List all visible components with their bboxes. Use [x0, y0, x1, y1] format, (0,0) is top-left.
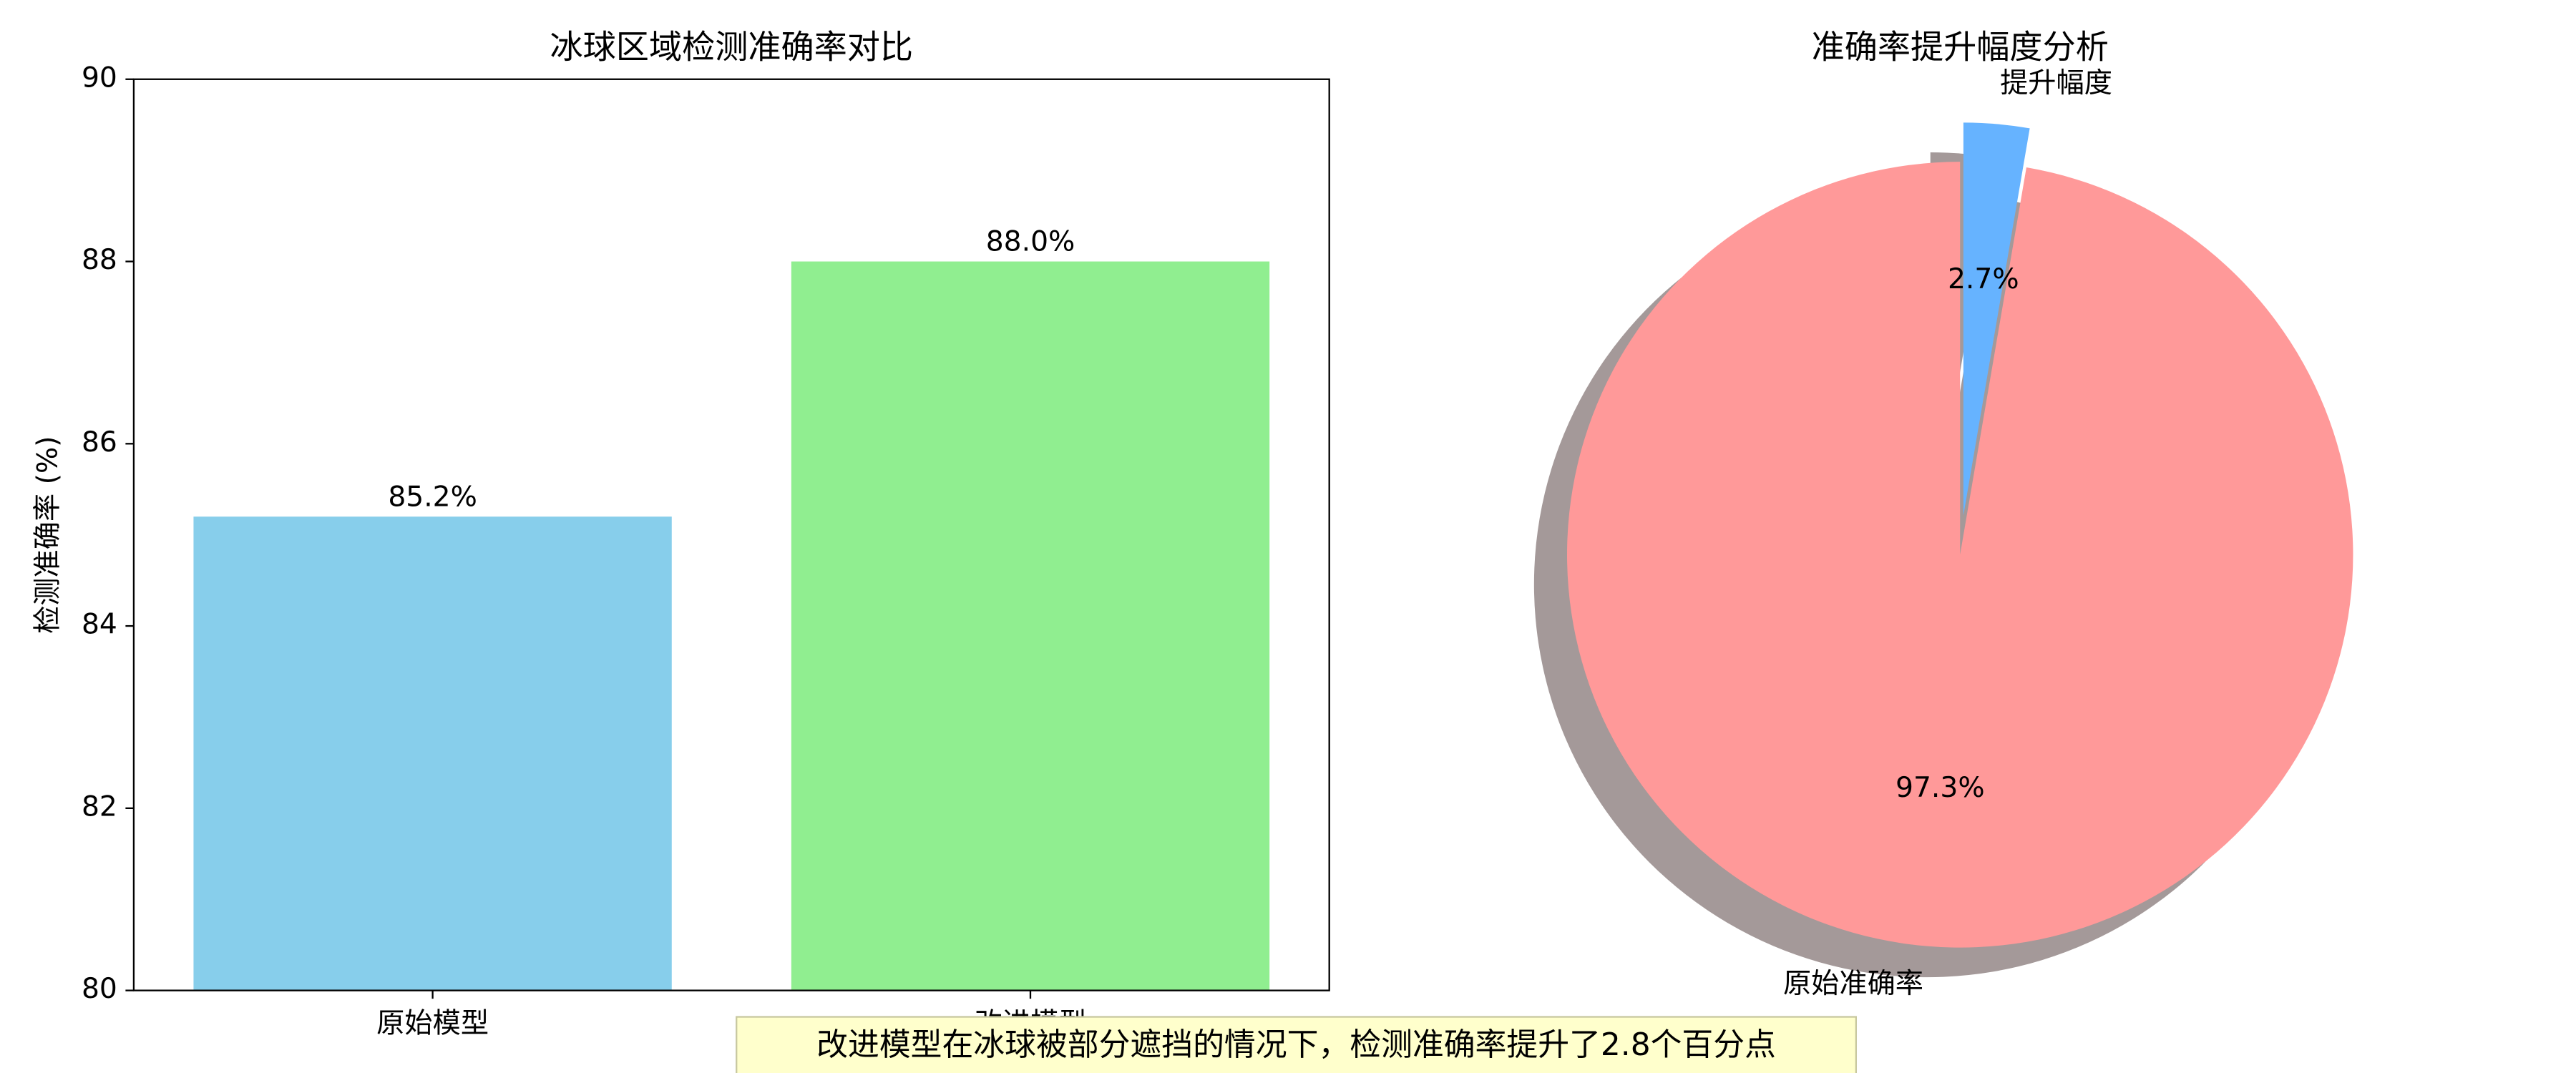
y-tick-label: 88: [82, 244, 117, 276]
y-tick-label: 82: [82, 790, 117, 823]
bar: [791, 261, 1270, 991]
y-axis-label: 检测准确率 (%): [32, 436, 64, 633]
pie-wedge: [1963, 122, 2030, 516]
pie-wedge: [1567, 162, 2353, 948]
annotation: 改进模型在冰球被部分遮挡的情况下，检测准确率提升了2.8个百分点: [816, 1027, 1776, 1063]
y-tick-label: 84: [82, 609, 117, 641]
bar: [193, 516, 672, 991]
chart-title: 准确率提升幅度分析: [1812, 28, 2109, 67]
pie-value-label: 97.3%: [1896, 772, 1985, 804]
chart-title: 冰球区域检测准确率对比: [550, 28, 914, 67]
value-label: 88.0%: [986, 226, 1075, 258]
pie-label: 提升幅度: [2000, 67, 2112, 99]
y-tick-label: 90: [82, 62, 117, 94]
pie-value-label: 2.7%: [1948, 263, 2019, 295]
value-label: 85.2%: [388, 481, 477, 513]
y-tick-label: 80: [82, 973, 117, 1005]
annotation-box: [736, 1016, 1857, 1073]
plot-frame: [132, 78, 1330, 991]
y-tick-label: 86: [82, 426, 117, 459]
pie-label: 原始准确率: [1783, 968, 1923, 1000]
x-tick-label: 原始模型: [376, 1008, 489, 1040]
